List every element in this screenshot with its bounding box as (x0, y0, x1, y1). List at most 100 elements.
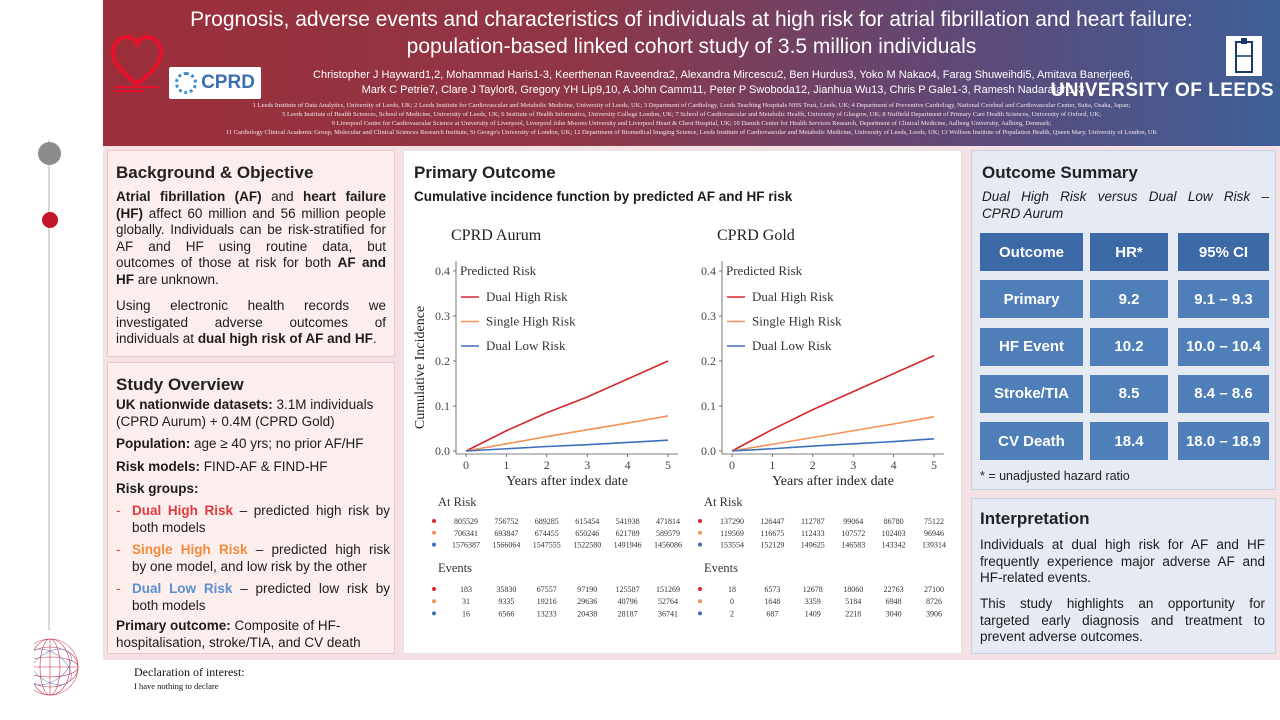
events-value: 2218 (845, 609, 861, 618)
risk-group-desc-2: by one model, and low risk by the other (132, 558, 367, 574)
at-risk-value: 116675 (761, 529, 785, 538)
sidebar-dot-red[interactable] (42, 212, 58, 228)
risk-group-line: Dual Low Risk – predicted low risk by (132, 581, 390, 598)
table-cell: 8.4 – 8.6 (1178, 374, 1269, 413)
events-value: 9335 (498, 597, 514, 606)
at-risk-row-marker (698, 530, 702, 535)
affiliation-line: 5 Leeds Institute of Health Sciences, Sc… (282, 111, 1101, 118)
primary-outcome-title: Primary Outcome (414, 163, 556, 182)
table-header-cell: Outcome (980, 233, 1083, 271)
series-line-dual-low-risk (465, 439, 669, 452)
at-risk-value: 75122 (924, 517, 944, 526)
legend-entry: Single High Risk (486, 314, 576, 329)
table-cell: 18.0 – 18.9 (1178, 422, 1269, 461)
events-value: 687 (766, 609, 778, 618)
at-risk-value: 689285 (535, 517, 559, 526)
table-cell: CV Death (980, 422, 1083, 461)
authors-line2: Mark C Petrie7, Clare J Taylor8, Gregory… (361, 84, 1085, 96)
interpretation-title: Interpretation (980, 509, 1090, 528)
at-risk-value: 119569 (720, 529, 744, 538)
events-value: 35830 (496, 585, 516, 594)
text-segment: dual high risk of AF and HF (197, 331, 373, 346)
events-value: 183 (460, 585, 472, 594)
text-segment: . (372, 331, 377, 346)
text-line: frequently experience major adverse AF a… (980, 553, 1265, 569)
text-segment: are unknown. (134, 271, 219, 287)
risk-group-line: Single High Risk – predicted high risk (132, 542, 390, 559)
events-value: 6566 (498, 609, 514, 618)
legend-entry: Dual High Risk (752, 289, 834, 304)
legend-entry: Dual High Risk (486, 289, 568, 304)
events-value: 19216 (537, 597, 557, 606)
legend-entry: Single High Risk (752, 314, 842, 329)
datasets-label: UK nationwide datasets: (116, 397, 273, 412)
university-name: UNIVERSITY OF LEEDS (1050, 80, 1274, 101)
x-tick-label: 1 (769, 458, 775, 472)
risk-group-desc: – predicted high risk by (233, 503, 391, 518)
declaration-title: Declaration of interest: (134, 665, 245, 679)
background-paragraph-2: Using electronic health records we invest… (116, 298, 386, 348)
events-label: Events (704, 561, 738, 575)
at-risk-value: 149625 (801, 541, 825, 550)
y-tick-label: 0.3 (435, 309, 450, 323)
table-cell: 10.0 – 10.4 (1178, 327, 1269, 366)
interpretation-paragraph-2: This study highlights an opportunity for… (980, 596, 1265, 646)
risk-groups-label-text: Risk groups: (116, 481, 199, 496)
at-risk-value: 541938 (616, 517, 640, 526)
at-risk-row-marker (698, 519, 702, 523)
events-value: 22763 (884, 585, 904, 594)
at-risk-value: 621789 (616, 529, 640, 538)
risk-group-line: Dual High Risk – predicted high risk by (132, 503, 390, 520)
at-risk-value: 112787 (801, 517, 825, 526)
text-segment: AF and (337, 255, 386, 270)
x-axis-label: Years after index date (772, 474, 894, 489)
events-value: 1648 (764, 597, 780, 606)
risk-groups-label: Risk groups: (116, 481, 199, 498)
background-paragraph-1: Atrial fibrillation (AF) and heart failu… (116, 189, 386, 288)
poster-header: Prognosis, adverse events and characteri… (103, 0, 1280, 146)
text-line: (HF) affect 60 million and 56 million pe… (116, 206, 386, 223)
x-tick-label: 1 (503, 458, 509, 472)
events-value: 28187 (618, 609, 638, 618)
risk-groups-list: - Dual High Risk – predicted high risk by… (116, 503, 390, 620)
primary-outcome-label: Primary outcome: (116, 618, 231, 633)
table-cell: 9.2 (1090, 280, 1168, 319)
x-tick-label: 3 (850, 458, 856, 472)
events-value: 6948 (886, 597, 902, 606)
poster-title-line2: population-based linked cohort study of … (406, 35, 977, 58)
interpretation-panel: Interpretation Individuals at dual high … (971, 498, 1276, 654)
dash-bullet: - (116, 542, 121, 557)
events-row-marker (698, 599, 702, 604)
chart-title: CPRD Aurum (451, 227, 542, 244)
cprd-logo: CPRD (169, 67, 261, 99)
events-value: 27100 (924, 585, 944, 594)
risk-group-name: Dual Low Risk (132, 581, 233, 596)
at-risk-value: 1491946 (614, 541, 642, 550)
series-line-dual-low-risk (731, 438, 935, 452)
text-line: HF are unknown. (116, 272, 386, 289)
poster-title-line1: Prognosis, adverse events and characteri… (190, 8, 1193, 31)
primary-outcome-text: Primary outcome: Composite of HF- hospit… (116, 618, 390, 651)
primary-outcome-value: Composite of HF- (230, 618, 341, 633)
at-risk-row-marker (432, 542, 436, 547)
affiliation-line: 11 Cardiology Clinical Academic Group, M… (225, 129, 1158, 136)
sidebar-dot-grey[interactable] (38, 142, 61, 165)
text-line: This study highlights an opportunity for (980, 596, 1265, 611)
events-value: 3906 (926, 609, 942, 618)
x-tick-label: 4 (891, 458, 897, 472)
events-value: 29636 (577, 597, 597, 606)
events-value: 2 (730, 609, 734, 618)
events-value: 36741 (658, 609, 678, 618)
at-risk-value: 126447 (760, 517, 784, 526)
text-line: Using electronic health records we (116, 298, 386, 315)
legend-entry: Dual Low Risk (752, 338, 832, 353)
risk-group-item: - Dual Low Risk – predicted low risk by bo… (116, 581, 390, 614)
population-text: Population: age ≥ 40 yrs; no prior AF/HF (116, 436, 390, 453)
y-tick-label: 0.2 (701, 354, 716, 368)
text-line: globally. Individuals can be risk-strati… (116, 222, 386, 239)
x-tick-label: 5 (931, 458, 937, 472)
at-risk-row-marker (698, 542, 702, 547)
at-risk-value: 153554 (720, 541, 744, 550)
table-cell: 8.5 (1090, 374, 1168, 413)
text-line: Individuals at dual high risk for AF and… (980, 537, 1265, 552)
